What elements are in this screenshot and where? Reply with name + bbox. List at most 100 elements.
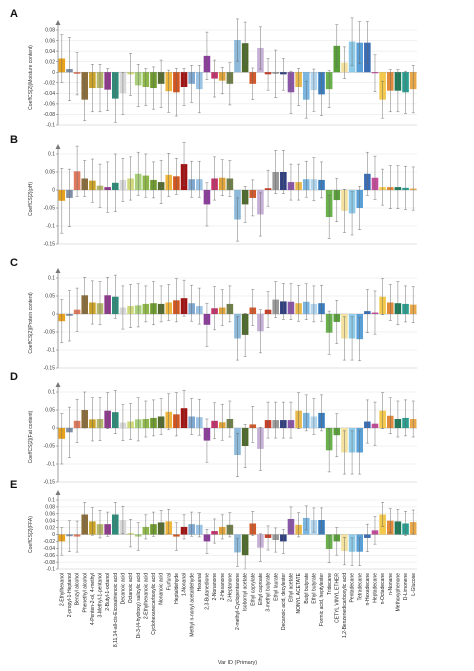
panel-c: C -0.15 -0.1 -0.05 0 0.05 0.1 CoeffCS[2](Protei… xyxy=(10,257,417,372)
y-axis-label: CoeffCS[2](pH) xyxy=(28,182,34,216)
x-tick-label: Ethyl butyrate xyxy=(311,573,317,604)
x-tick-label: Heptaldehyde xyxy=(174,573,180,604)
y-tick-label: -0.08 xyxy=(44,560,56,566)
x-tick-label: 2-Ethylhexanol xyxy=(59,573,65,606)
y-axis-arrow xyxy=(55,382,61,387)
y-tick-label: 0.05 xyxy=(45,170,55,176)
x-tick-label: Cyclohexanecarboxylic acid xyxy=(151,573,157,635)
x-tick-label: Methyl n-nonyl acetaldehyde xyxy=(189,573,195,637)
y-tick-label: 0.08 xyxy=(45,505,55,511)
panel-d: D -0.15 -0.1 -0.05 0 0.05 0.1 CoeffCS[2](Fat co… xyxy=(10,371,417,486)
x-tick-label: 1-Nonanal xyxy=(182,573,188,596)
x-tick-label: Furfural xyxy=(166,573,172,590)
y-tick-label: 0.1 xyxy=(48,498,55,504)
x-tick-label: Formic acid, heptylester xyxy=(319,573,325,626)
y-tick-label: 0.02 xyxy=(45,59,55,65)
y-axis-arrow xyxy=(55,144,61,149)
x-tick-label: 2-Heptanone xyxy=(227,573,233,602)
x-tick-label: NONYL ACETATE xyxy=(296,572,302,613)
panel-letter: B xyxy=(10,134,18,146)
x-tick-label: 3-methyl butyrate xyxy=(266,573,272,612)
x-tick-label: Ethyl caprylate xyxy=(250,573,256,606)
x-tick-label: Hexanal xyxy=(197,573,203,591)
y-tick-label: 0.04 xyxy=(45,518,55,524)
x-tick-label: 4-Penten-2-ol, 4-methyl xyxy=(90,573,96,625)
y-tick-label: -0.02 xyxy=(44,80,56,86)
y-tick-label: 0 xyxy=(52,532,55,538)
x-tick-label: Tetradecane xyxy=(357,573,363,601)
y-tick-label: -0.06 xyxy=(44,102,56,108)
y-axis-label: CoeffCS[2](FFA) xyxy=(28,516,34,553)
x-tick-label: Tridecane xyxy=(327,573,333,595)
x-tick-label: 2-Butyl-1-octanol xyxy=(105,573,111,611)
y-tick-label: -0.02 xyxy=(44,539,56,545)
y-tick-label: 0.1 xyxy=(48,390,55,396)
x-tick-label: Decanoic acid xyxy=(121,573,127,605)
y-tick-label: 0 xyxy=(52,312,55,318)
y-tick-label: -0.1 xyxy=(46,348,55,354)
x-category-labels: 2-Ethylhexanol 2-propyl-1-Heptanol Benzyl … xyxy=(59,572,416,647)
y-tick-label: -0.1 xyxy=(46,123,55,129)
y-tick-label: -0.15 xyxy=(44,242,56,248)
y-tick-label: 0.05 xyxy=(45,294,55,300)
y-tick-label: 0 xyxy=(52,70,55,76)
x-tick-label: Di-3-(4-hydroxy) salicylic acid xyxy=(136,573,142,639)
y-tick-label: -0.05 xyxy=(44,330,56,336)
x-tick-label: n-Nonane xyxy=(388,573,394,595)
x-tick-label: 2-Hexanone xyxy=(220,573,226,600)
y-tick-label: 0 xyxy=(52,188,55,194)
y-axis-label: CoeffCS[2](Fat content) xyxy=(28,410,34,463)
x-tick-label: Pentadecane xyxy=(350,573,356,603)
panel-letter: D xyxy=(10,371,18,383)
panel-letter: E xyxy=(10,479,17,491)
x-tick-label: 2-Ethylhexanoic acid xyxy=(143,573,149,619)
y-tick-label: 0.1 xyxy=(48,152,55,158)
y-axis-arrow xyxy=(55,268,61,273)
y-tick-label: -0.06 xyxy=(44,553,56,559)
y-tick-label: -0.05 xyxy=(44,206,56,212)
panel-letter: A xyxy=(10,8,18,20)
y-tick-label: 0.02 xyxy=(45,525,55,531)
y-axis-label: CoeffCS[2](Protein content) xyxy=(28,292,34,354)
y-tick-label: -0.1 xyxy=(46,462,55,468)
panel-b: B -0.15 -0.1 -0.05 0 0.05 0.1 CoeffCS[2](pH) xyxy=(10,134,417,248)
y-tick-label: -0.15 xyxy=(44,480,56,486)
x-tick-label: 2-propyl-1-Heptanol xyxy=(67,573,73,617)
x-tick-label: n-Hexadecane xyxy=(365,573,371,606)
y-axis-label: CoeffCS[2](Moisture content) xyxy=(28,45,34,110)
panel-letter: C xyxy=(10,257,18,269)
x-tick-label: Butyl butyrate xyxy=(304,573,310,604)
x-tick-label: Isobornyl acetate xyxy=(243,573,249,611)
x-tick-label: Heptadecane xyxy=(373,573,379,603)
y-tick-label: 0.06 xyxy=(45,38,55,44)
x-tick-label: Ethyl laurate xyxy=(273,573,279,601)
y-tick-label: -0.1 xyxy=(46,567,55,573)
x-tick-label: Nonanoic acid xyxy=(159,573,165,605)
x-tick-label: D-Limonene xyxy=(403,573,409,600)
y-tick-label: 0.06 xyxy=(45,512,55,518)
y-tick-label: -0.04 xyxy=(44,91,56,97)
x-tick-label: n-Octadecane xyxy=(380,573,386,605)
x-tick-label: L-Glucose xyxy=(411,573,417,596)
y-tick-label: 0 xyxy=(52,426,55,432)
y-tick-label: -0.1 xyxy=(46,224,55,230)
y-tick-label: -0.15 xyxy=(44,366,56,372)
panel-e: E-0.1-0.08-0.06-0.04-0.0200.020.040.060.… xyxy=(10,479,417,573)
y-tick-label: -0.05 xyxy=(44,444,56,450)
x-tick-label: Ethyl acetate xyxy=(289,573,295,602)
x-tick-label: 1,2-Benzenedicarboxylic acid xyxy=(342,573,348,638)
x-tick-label: Ethyl caproate xyxy=(258,573,264,605)
x-tick-label: Decanoic acid, decylester xyxy=(281,573,287,630)
y-tick-label: 0.1 xyxy=(48,276,55,282)
x-tick-label: Methoxyphenone xyxy=(396,573,402,612)
x-tick-label: Octanoic acid xyxy=(128,573,134,604)
y-axis-arrow xyxy=(55,20,61,25)
x-tick-label: 8,11,14-all-cis-Eicosatrienoic acid xyxy=(113,573,119,647)
x-tick-label: 2-Nonanone xyxy=(212,573,218,601)
y-tick-label: 0.05 xyxy=(45,408,55,414)
x-tick-label: CETYL VINYL ETHER xyxy=(334,573,340,623)
x-tick-label: Phenethyl alcohol xyxy=(82,573,88,612)
panel-a: A -0.1 -0.08 -0.06 -0.04 -0.02 0 0.02 0.04 0.06 0.… xyxy=(10,8,417,129)
y-tick-label: 0.04 xyxy=(45,49,55,55)
